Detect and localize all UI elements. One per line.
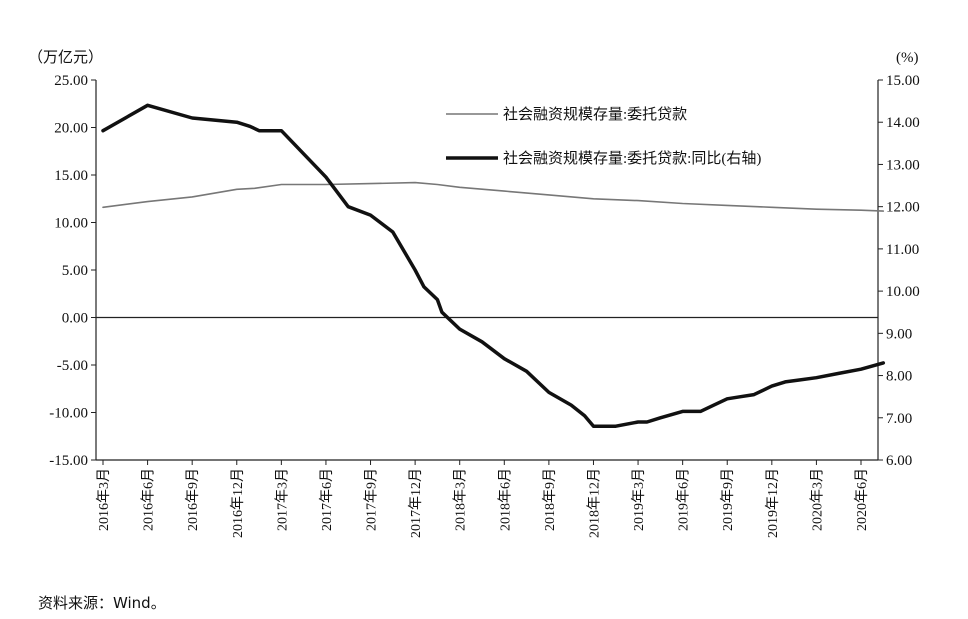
right-tick-label: 9.00 (886, 326, 912, 342)
x-tick-label: 2016年6月 (141, 468, 157, 531)
x-tick-label: 2018年6月 (497, 468, 513, 531)
x-tick-label: 2017年12月 (408, 468, 424, 538)
source-note: 资料来源：Wind。 (38, 594, 166, 612)
x-tick-label: 2019年6月 (676, 468, 692, 531)
right-tick-label: 7.00 (886, 411, 912, 427)
left-tick-label: 0.00 (62, 311, 88, 327)
x-tick-label: 2019年9月 (720, 468, 736, 531)
right-tick-label: 8.00 (886, 369, 912, 385)
left-tick-label: 20.00 (54, 121, 88, 137)
x-tick-label: 2019年3月 (631, 468, 647, 531)
series-line-1 (102, 181, 885, 212)
right-tick-label: 10.00 (886, 284, 920, 300)
left-tick-label: 15.00 (54, 168, 88, 184)
x-tick-label: 2019年12月 (765, 468, 781, 538)
x-tick-label: 2020年6月 (854, 468, 870, 531)
left-tick-label: 10.00 (54, 216, 88, 232)
right-axis-unit: (%) (896, 50, 919, 66)
right-tick-label: 13.00 (886, 157, 920, 173)
x-tick-label: 2016年12月 (230, 468, 246, 538)
right-tick-label: 11.00 (886, 242, 919, 258)
x-tick-label: 2018年3月 (453, 468, 469, 531)
left-tick-label: 5.00 (62, 263, 88, 279)
right-tick-label: 12.00 (886, 200, 920, 216)
x-tick-label: 2017年3月 (274, 468, 290, 531)
legend-label-1: 社会融资规模存量:委托贷款 (503, 106, 687, 123)
right-tick-label: 15.00 (886, 73, 920, 89)
series-line-2 (101, 103, 886, 428)
x-tick-label: 2018年9月 (542, 468, 558, 531)
legend-label-2: 社会融资规模存量:委托贷款:同比(右轴) (503, 150, 761, 167)
x-tick-label: 2017年6月 (319, 468, 335, 531)
left-tick-label: -5.00 (57, 358, 88, 374)
right-tick-label: 14.00 (886, 115, 920, 131)
right-tick-label: 6.00 (886, 453, 912, 469)
x-tick-label: 2020年3月 (809, 468, 825, 531)
x-tick-label: 2016年3月 (96, 468, 112, 531)
left-tick-label: -10.00 (49, 406, 88, 422)
x-tick-label: 2018年12月 (586, 468, 602, 538)
left-tick-label: 25.00 (54, 73, 88, 89)
left-axis-unit: （万亿元） (28, 49, 103, 66)
x-tick-label: 2016年9月 (185, 468, 201, 531)
left-tick-label: -15.00 (49, 453, 88, 469)
x-tick-label: 2017年9月 (364, 468, 380, 531)
